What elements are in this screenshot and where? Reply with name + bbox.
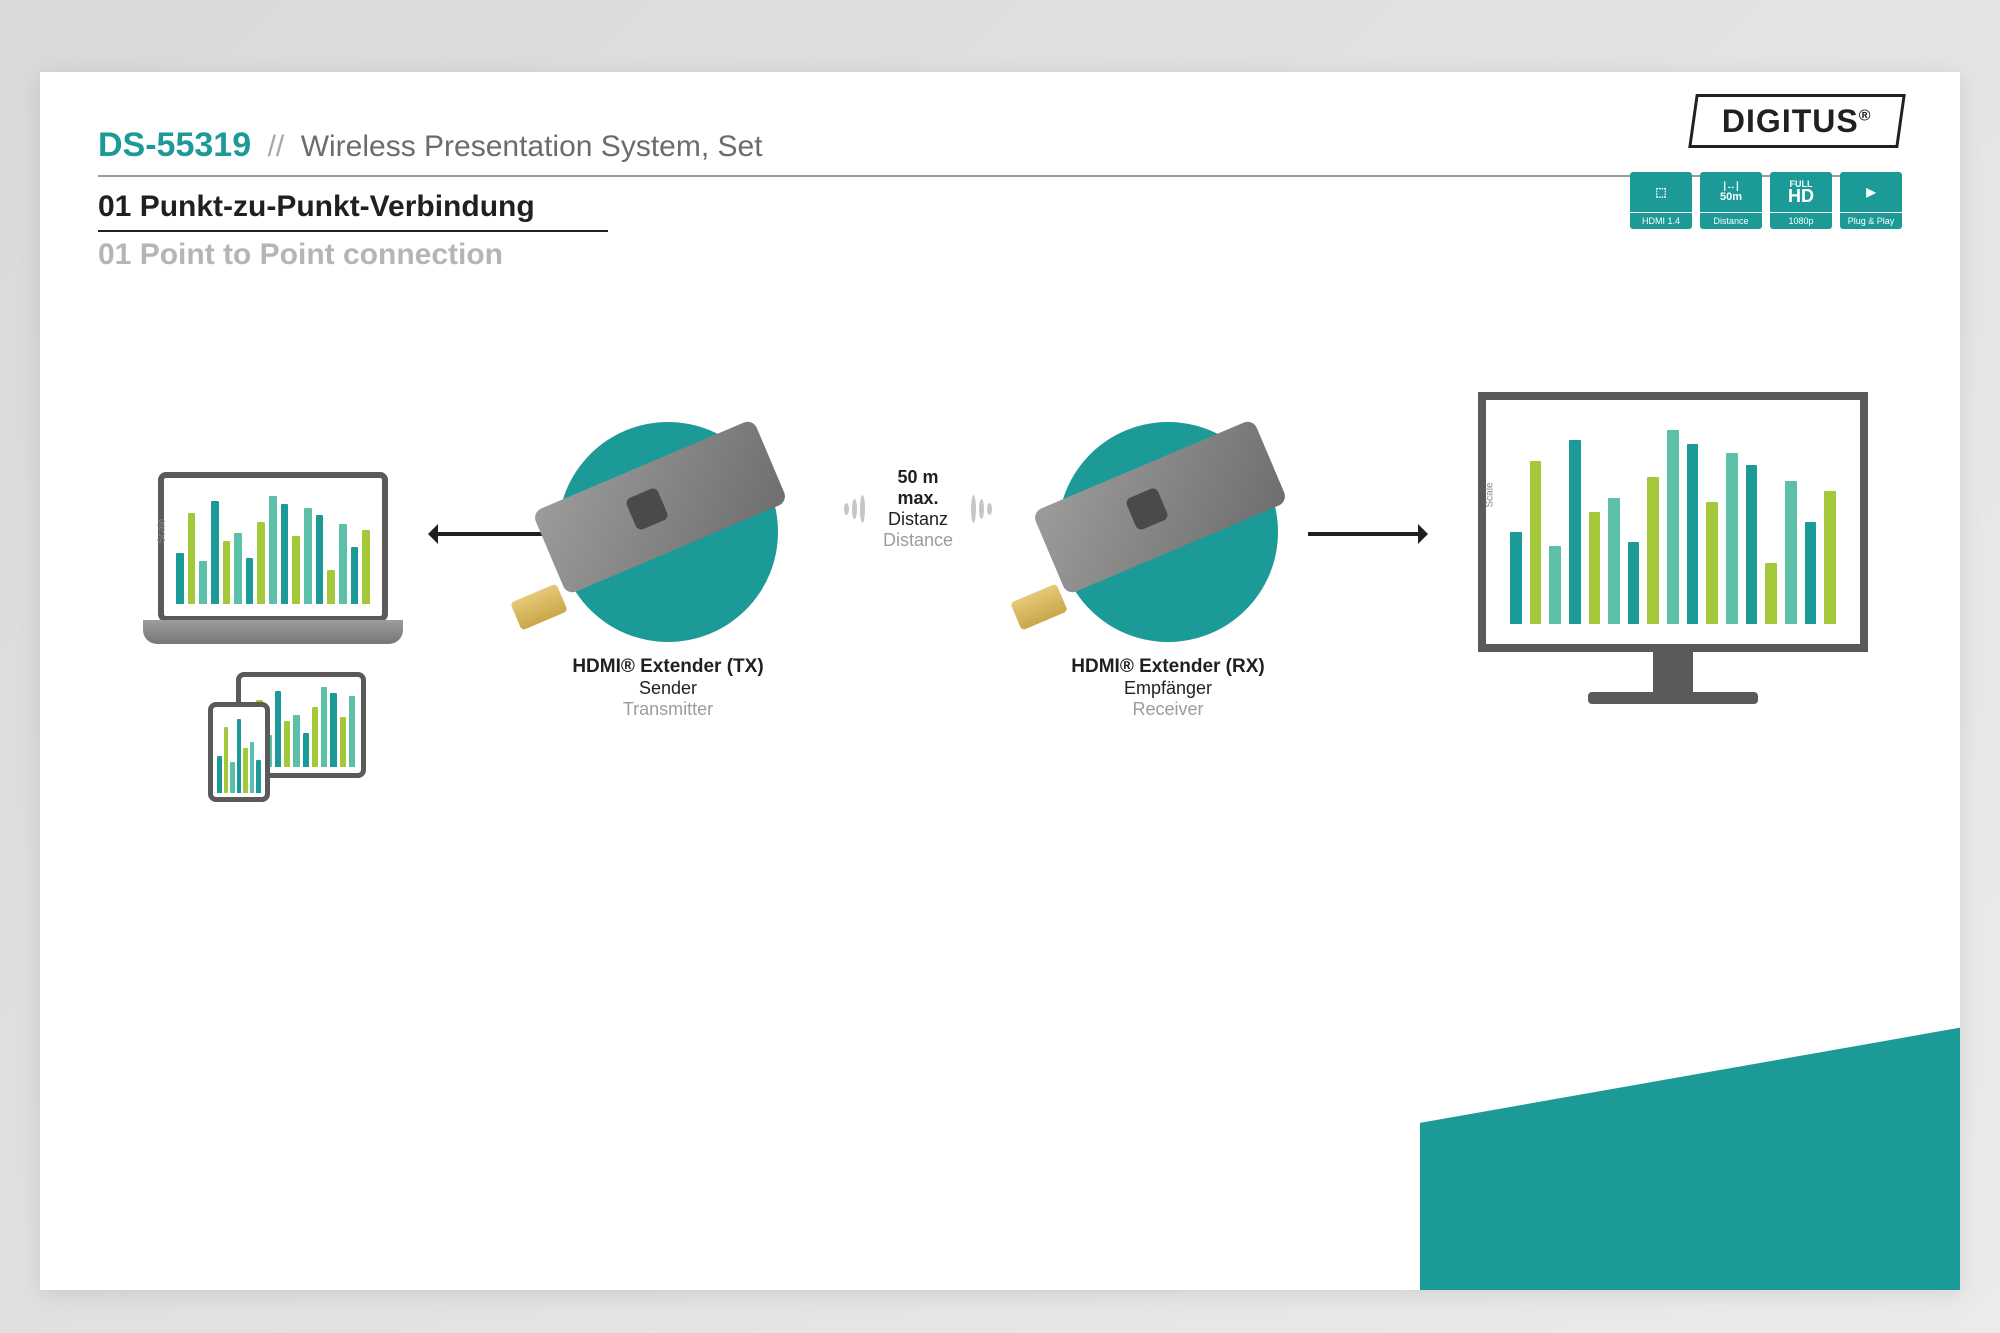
corner-accent	[1420, 1017, 1960, 1290]
transmitter: HDMI® Extender (TX) Sender Transmitter	[558, 422, 778, 720]
sku: DS-55319	[98, 126, 251, 164]
tx-title: HDMI® Extender (TX)	[558, 656, 778, 678]
section-title-de: 01 Punkt-zu-Punkt-Verbindung	[98, 190, 608, 224]
wifi-right-icon	[971, 495, 992, 523]
badge-hdmi: ⬚ HDMI 1.4	[1630, 172, 1692, 229]
header-row: DS-55319 // Wireless Presentation System…	[98, 126, 1898, 177]
diagram: Scale HDMI® Extender (TX) Sender Transmi…	[98, 372, 1898, 872]
receiver: HDMI® Extender (RX) Empfänger Receiver	[1058, 422, 1278, 720]
separator: //	[268, 130, 285, 163]
wireless-signal: 50 m max. Distanz Distance	[818, 467, 1018, 551]
phone-icon	[208, 702, 270, 802]
tx-label-de: Sender	[558, 678, 778, 699]
laptop-icon: Scale	[158, 472, 418, 644]
monitor-icon: Scale	[1478, 392, 1868, 704]
feature-badges: ⬚ HDMI 1.4 |↔|50m Distance FULLHD 1080p …	[1630, 172, 1902, 229]
badge-fullhd: FULLHD 1080p	[1770, 172, 1832, 229]
rx-label-de: Empfänger	[1058, 678, 1278, 699]
arrow-right-icon	[1308, 532, 1418, 536]
rx-label-en: Receiver	[1058, 699, 1278, 720]
dongle-tx-icon	[558, 422, 778, 642]
badge-distance: |↔|50m Distance	[1700, 172, 1762, 229]
arrow-left-icon	[438, 532, 548, 536]
section-heading: 01 Punkt-zu-Punkt-Verbindung 01 Point to…	[98, 190, 608, 272]
wifi-left-icon	[844, 495, 865, 523]
badge-plugplay: ▶ Plug & Play	[1840, 172, 1902, 229]
rx-title: HDMI® Extender (RX)	[1058, 656, 1278, 678]
distance-label: 50 m max. Distanz Distance	[883, 467, 953, 551]
dongle-rx-icon	[1058, 422, 1278, 642]
section-title-en: 01 Point to Point connection	[98, 238, 608, 272]
monitor-screen: Scale	[1478, 392, 1868, 652]
section-rule	[98, 230, 608, 232]
tx-label-en: Transmitter	[558, 699, 778, 720]
laptop-screen: Scale	[158, 472, 388, 622]
page: DIGITUS® DS-55319 // Wireless Presentati…	[40, 72, 1960, 1290]
product-title: Wireless Presentation System, Set	[301, 130, 763, 163]
